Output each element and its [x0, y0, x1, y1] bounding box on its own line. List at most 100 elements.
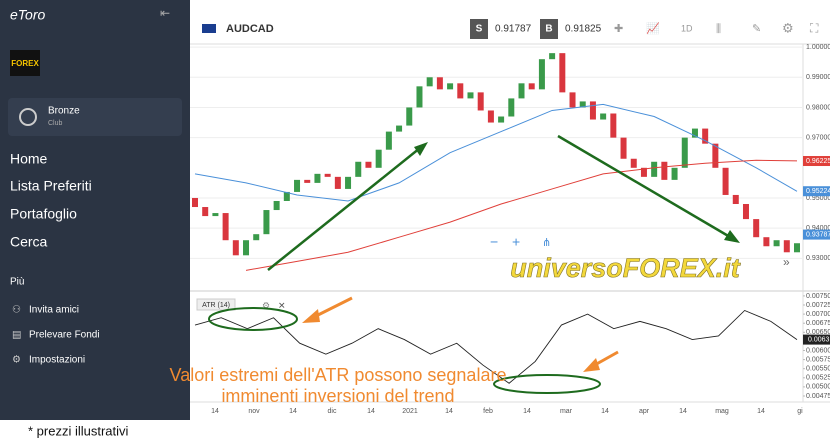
- candle: [355, 161, 362, 177]
- x-tick-label: 14: [445, 408, 453, 415]
- link[interactable]: Impostazioni: [29, 355, 85, 366]
- draw-icon[interactable]: ✎: [752, 23, 761, 35]
- sell-button[interactable]: [470, 19, 488, 39]
- candle: [712, 143, 719, 168]
- price-marker-label: 0.93787: [806, 231, 830, 238]
- trend-arrow: [267, 147, 421, 271]
- x-tick-label: gi: [797, 408, 803, 415]
- candle: [773, 240, 780, 247]
- x-tick-label: 14: [757, 408, 765, 415]
- buy-button[interactable]: [540, 19, 558, 39]
- toolbar: [190, 0, 830, 44]
- candle: [467, 92, 474, 99]
- candle: [375, 149, 382, 168]
- section-title: Più: [10, 277, 24, 288]
- candle: [447, 83, 454, 90]
- x-tick-label: 14: [211, 408, 219, 415]
- candle: [192, 197, 198, 208]
- icon: ▤: [12, 330, 21, 341]
- menu-item[interactable]: Portafoglio: [10, 206, 77, 222]
- link[interactable]: Invita amici: [29, 305, 79, 316]
- badge: FOREX: [11, 59, 39, 68]
- icon: ⚙: [12, 355, 21, 366]
- candle: [212, 213, 219, 217]
- candle: [294, 179, 301, 192]
- candle: [477, 92, 484, 111]
- candle: [416, 86, 423, 108]
- candle: [498, 116, 505, 123]
- price-marker: [803, 156, 830, 167]
- x-tick-label: 14: [523, 408, 531, 415]
- settings-icon[interactable]: ⚙: [782, 20, 794, 35]
- x-tick-label: 14: [367, 408, 375, 415]
- indicator-title: ATR (14): [202, 302, 230, 309]
- symbol: AUDCAD: [226, 23, 274, 35]
- candle: [620, 137, 627, 159]
- y-tick-label: 0.00725: [806, 302, 830, 309]
- chart-type-icon[interactable]: 📈: [646, 22, 660, 35]
- logo: eToro: [10, 7, 46, 23]
- y-tick-label: 0.00525: [806, 375, 830, 382]
- candle: [794, 243, 800, 253]
- candle: [202, 207, 209, 217]
- trend-arrow: [557, 134, 731, 239]
- tier-card[interactable]: [8, 98, 182, 136]
- annotation: Valori estremi dell'ATR possono segnalar…: [170, 365, 507, 385]
- icon: ⚇: [12, 305, 21, 316]
- menu-item[interactable]: Home: [10, 151, 48, 167]
- candle: [396, 125, 403, 132]
- candle: [569, 92, 576, 108]
- atr-line: [194, 309, 798, 384]
- moving-average: [194, 103, 798, 202]
- menu-item[interactable]: Lista Preferiti: [10, 178, 92, 194]
- badge-box: [10, 50, 40, 76]
- x-tick-label: mag: [715, 408, 729, 415]
- price-marker-label: 0.95224: [806, 188, 830, 195]
- price-marker: [803, 186, 830, 197]
- highlight-ellipse: [493, 374, 601, 394]
- menu-item[interactable]: Cerca: [10, 234, 48, 250]
- scroll-end[interactable]: »: [783, 255, 790, 269]
- fullscreen-icon[interactable]: ⛶: [809, 21, 819, 35]
- zoom-in[interactable]: +: [512, 234, 520, 250]
- candle: [681, 137, 688, 168]
- y-tick-label: 0.00475: [806, 393, 830, 400]
- crosshair-icon[interactable]: ✚: [614, 23, 623, 35]
- candle: [487, 110, 494, 123]
- y-tick-label: 0.99000: [806, 74, 830, 81]
- zoom-out[interactable]: −: [490, 234, 498, 250]
- candle: [518, 83, 525, 99]
- x-tick-label: apr: [639, 408, 650, 415]
- candle: [732, 194, 739, 205]
- y-tick-label: 0.00700: [806, 311, 830, 318]
- y-tick-label: 1.00000: [806, 44, 830, 51]
- y-tick-label: 0.00650: [806, 329, 830, 336]
- y-tick-label: 0.94000: [806, 225, 830, 232]
- candle: [334, 176, 341, 189]
- footer: [0, 420, 830, 441]
- candle: [324, 173, 331, 177]
- tier: Bronze: [48, 106, 80, 117]
- y-tick-label: 0.98000: [806, 104, 830, 111]
- candle: [243, 240, 250, 256]
- x-tick-label: 14: [679, 408, 687, 415]
- candle: [763, 237, 770, 247]
- indicator-tag: [196, 298, 236, 311]
- collapse-icon[interactable]: ⇤: [160, 6, 170, 20]
- candle: [630, 158, 637, 168]
- candle: [559, 53, 566, 93]
- candle: [222, 213, 229, 241]
- indicator-settings[interactable]: ⚙: [262, 300, 270, 310]
- price-marker-label: 0.96225: [806, 158, 830, 165]
- link[interactable]: Prelevare Fondi: [29, 330, 100, 341]
- indicator-icon[interactable]: ⫼: [716, 23, 721, 35]
- indicator-close[interactable]: ✕: [278, 300, 286, 310]
- footnote: * prezzi illustrativi: [28, 423, 129, 438]
- timeframe[interactable]: 1D: [681, 23, 693, 33]
- share[interactable]: ⋔: [542, 237, 551, 249]
- candle: [610, 113, 617, 138]
- y-tick-label: 0.95000: [806, 195, 830, 202]
- x-tick-label: nov: [248, 408, 260, 415]
- highlight-ellipse: [208, 307, 298, 331]
